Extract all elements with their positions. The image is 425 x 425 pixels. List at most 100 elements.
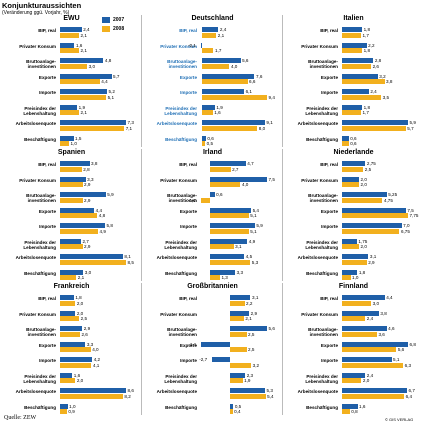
category-label: Bruttoanlage-investitionen [26,327,56,337]
value-label: -2,7 [199,357,208,362]
bar [60,259,126,265]
bar [210,238,248,244]
bar [342,347,397,352]
bar [342,300,372,306]
value-label: 2,8 [374,58,382,63]
bar [210,192,215,197]
value-label: 8,0 [258,125,266,131]
value-label: 8,6 [127,388,134,393]
bar [342,161,366,166]
bar [60,104,78,110]
bar [342,228,400,234]
value-label: -0,1 [188,42,196,48]
bar [210,207,252,213]
panel: Großbritannien BIP, real 3,1 2,2 Privater Ko… [143,283,283,415]
value-label: 2,8 [83,166,90,172]
panel: Spanien BIP, real 3,8 2,8 Privater Konsum 3,3… [2,149,142,281]
category-label: Importe [180,358,197,363]
panel-title: Großbritannien [187,283,238,290]
bar [201,27,219,32]
value-label: 4,4 [95,207,103,213]
panel-title: Niederlande [333,149,374,156]
category-label: Privater Konsum [19,177,56,183]
bar [60,213,98,218]
bar [210,223,255,228]
bar [210,182,241,187]
bar [342,94,382,100]
value-label: 3,1 [369,254,377,259]
category-label: Privater Konsum [301,43,338,49]
value-label: 5,1 [250,228,257,234]
bar [210,213,249,218]
category-label: Bruttoanlage-investitionen [167,59,197,69]
bar [342,48,363,53]
value-label: 1,7 [362,110,369,115]
bar [60,58,104,63]
bar [230,362,252,368]
bar [60,228,99,234]
category-label: BIP, real [179,28,197,33]
value-label: 6,3 [404,362,412,368]
value-label: 5,1 [250,213,257,218]
bar [342,316,366,321]
bar [230,310,250,316]
category-label: Privater Konsum [160,43,197,49]
value-label: 5,1 [107,94,114,100]
bar [60,42,75,48]
value-label: 6,75 [400,228,410,234]
bar [60,120,126,125]
bar [60,393,123,399]
value-label: 5,1 [393,357,400,362]
bar [212,357,231,362]
bar [342,27,363,32]
category-label: Beschäftigung [24,136,56,142]
category-label: Preisindex der Lebenshaltung [23,373,56,384]
bar [60,357,93,362]
value-label: 3,8 [386,79,393,84]
bar [210,254,245,259]
category-label: Importe [321,90,338,95]
value-label: 3,6 [378,331,385,337]
value-label: 3,3 [236,269,244,275]
bar [342,357,392,362]
value-label: 1,5 [75,135,82,141]
value-label: 3,2 [379,73,386,79]
bar [60,238,81,244]
category-label: Arbeitslosenquote [156,255,197,260]
value-label: 1,7 [215,48,222,53]
value-label: 3,1 [252,295,259,300]
bar [342,213,408,218]
value-label: 1,8 [363,104,371,110]
value-label: 7,5 [268,176,275,182]
category-label: Importe [321,358,338,363]
category-label: Importe [39,358,56,363]
bar [342,207,406,213]
bar [342,310,379,316]
value-label: 3,3 [86,341,94,347]
category-label: Beschäftigung [306,270,338,276]
value-label: 1,0 [352,275,359,280]
value-label: 9,1 [266,120,273,125]
panel-title: Spanien [57,149,86,156]
category-label: Exporte [179,74,197,80]
panel-title: Finnland [338,283,369,290]
bar [201,94,267,100]
value-label: 4,0 [92,347,99,352]
bar [201,110,213,115]
legend-label: 2008 [113,26,125,32]
value-label: 2,4 [219,27,227,32]
value-label: 2,1 [245,316,252,321]
bar [60,141,70,146]
value-label: 2,4 [366,372,374,378]
value-label: 2,7 [232,166,239,172]
value-label: 4,9 [248,238,256,244]
category-label: Importe [180,90,197,95]
value-label: 5,25 [388,192,398,197]
category-label: BIP, real [320,28,338,33]
category-label: Preisindex der Lebenshaltung [164,239,197,250]
value-label: 9,4 [268,94,275,100]
value-label: 3,1 [235,244,242,249]
panel-title: EWU [63,15,80,22]
value-label: 4,75 [383,197,393,203]
category-label: Privater Konsum [301,177,338,183]
